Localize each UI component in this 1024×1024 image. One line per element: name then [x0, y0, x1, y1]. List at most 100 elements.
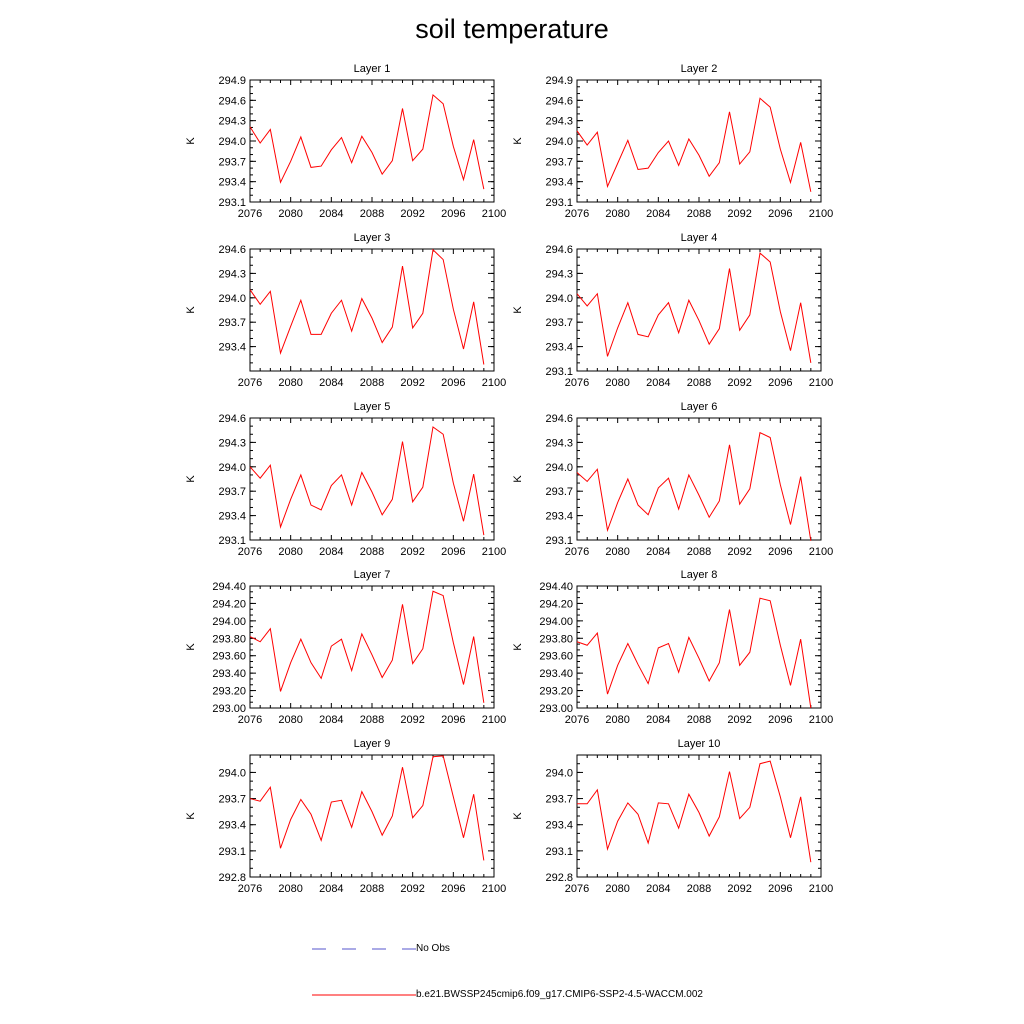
chart-panel-layer-4: Layer 4 K 2076 2080 2084 2088 2092 2096 2100 293.… [512, 232, 833, 389]
y-tick-label: 294.9 [545, 75, 573, 87]
x-tick-label: 2076 [565, 377, 589, 389]
x-tick-label: 2092 [727, 546, 751, 558]
plot-frame [576, 754, 822, 878]
x-tick-label: 2092 [727, 377, 751, 389]
chart-panel-layer-2: Layer 2 K 2076 2080 2084 2088 2092 2096 2100 293.… [512, 63, 833, 220]
x-tick-label: 2092 [400, 714, 424, 726]
x-tick-label: 2096 [441, 883, 465, 895]
y-tick-label: 293.4 [218, 820, 246, 832]
x-tick-label: 2088 [360, 546, 384, 558]
y-tick-label: 293.4 [545, 177, 573, 189]
y-tick-label: 293.4 [545, 511, 573, 523]
x-tick-label: 2080 [278, 208, 302, 220]
x-tick-label: 2092 [400, 377, 424, 389]
y-tick-label: 293.4 [218, 342, 246, 354]
y-tick-label: 293.1 [218, 846, 246, 858]
x-tick-label: 2100 [482, 546, 506, 558]
series-line [249, 590, 485, 703]
x-tick-label: 2096 [441, 377, 465, 389]
y-tick-label: 294.6 [545, 95, 573, 107]
y-tick-label: 294.6 [218, 413, 246, 425]
y-tick-label: 293.60 [212, 651, 246, 663]
x-tick-label: 2080 [605, 208, 629, 220]
x-tick-label: 2080 [278, 377, 302, 389]
x-tick-label: 2088 [360, 377, 384, 389]
y-tick-label: 294.0 [218, 293, 246, 305]
chart-panel-layer-10: Layer 10 K 2076 2080 2084 2088 2092 2096 2100 292… [512, 738, 833, 895]
x-tick-label: 2092 [400, 546, 424, 558]
y-tick-label: 293.1 [545, 846, 573, 858]
x-tick-label: 2096 [768, 546, 792, 558]
x-tick-label: 2076 [565, 208, 589, 220]
chart-panel-layer-7: Layer 7 K 2076 2080 2084 2088 2092 2096 2100 293.… [185, 569, 506, 726]
y-tick-label: 293.4 [218, 511, 246, 523]
x-tick-label: 2088 [360, 208, 384, 220]
chart-panel-layer-1: Layer 1 K 2076 2080 2084 2088 2092 2096 2100 293.… [185, 63, 506, 220]
y-tick-label: 293.4 [218, 177, 246, 189]
series-line [576, 252, 812, 363]
x-tick-label: 2096 [768, 377, 792, 389]
y-axis-label: K [512, 643, 524, 651]
panel-title: Layer 5 [354, 401, 391, 413]
x-tick-label: 2080 [605, 546, 629, 558]
x-tick-label: 2088 [687, 377, 711, 389]
x-tick-label: 2100 [809, 208, 833, 220]
y-axis-label: K [185, 643, 197, 651]
legend-obs-swatch [312, 948, 416, 950]
series-line [576, 597, 812, 709]
x-tick-label: 2096 [768, 714, 792, 726]
x-tick-label: 2076 [238, 546, 262, 558]
x-tick-label: 2084 [646, 377, 670, 389]
y-tick-label: 294.9 [218, 75, 246, 87]
plot-frame [249, 754, 495, 878]
panel-title: Layer 6 [681, 401, 718, 413]
y-tick-label: 294.40 [212, 581, 246, 593]
y-tick-label: 293.1 [545, 197, 573, 209]
plot-frame [249, 585, 495, 709]
y-tick-label: 293.7 [545, 317, 573, 329]
y-tick-label: 293.1 [545, 535, 573, 547]
x-tick-label: 2084 [646, 883, 670, 895]
y-tick-label: 293.00 [539, 703, 573, 715]
x-tick-label: 2092 [727, 208, 751, 220]
y-tick-label: 293.7 [218, 794, 246, 806]
y-tick-label: 294.0 [545, 767, 573, 779]
x-tick-label: 2076 [565, 714, 589, 726]
y-tick-label: 293.40 [539, 668, 573, 680]
y-tick-label: 293.80 [212, 633, 246, 645]
x-tick-label: 2100 [482, 208, 506, 220]
y-tick-label: 293.1 [545, 366, 573, 378]
y-tick-label: 293.1 [218, 535, 246, 547]
x-tick-label: 2100 [482, 377, 506, 389]
x-tick-label: 2088 [360, 714, 384, 726]
y-tick-label: 294.40 [539, 581, 573, 593]
y-tick-label: 294.20 [539, 598, 573, 610]
y-tick-label: 294.0 [218, 767, 246, 779]
plot-frame [576, 79, 822, 203]
x-tick-label: 2084 [319, 208, 343, 220]
x-tick-label: 2076 [565, 546, 589, 558]
x-tick-label: 2084 [319, 546, 343, 558]
chart-panel-layer-8: Layer 8 K 2076 2080 2084 2088 2092 2096 2100 293.… [512, 569, 833, 726]
y-tick-label: 293.20 [212, 686, 246, 698]
y-tick-label: 293.7 [545, 156, 573, 168]
chart-panel-layer-3: Layer 3 K 2076 2080 2084 2088 2092 2096 2100 293.… [185, 232, 506, 389]
y-axis-label: K [185, 137, 197, 145]
x-tick-label: 2100 [482, 714, 506, 726]
y-tick-label: 294.3 [545, 437, 573, 449]
x-tick-label: 2100 [482, 883, 506, 895]
x-tick-label: 2092 [400, 883, 424, 895]
y-tick-label: 294.0 [545, 293, 573, 305]
x-tick-label: 2076 [238, 714, 262, 726]
x-tick-label: 2084 [646, 208, 670, 220]
x-tick-label: 2092 [727, 714, 751, 726]
page-title: soil temperature [415, 14, 609, 44]
y-tick-label: 294.00 [539, 616, 573, 628]
panel-title: Layer 10 [678, 738, 721, 750]
y-tick-label: 293.7 [218, 317, 246, 329]
y-tick-label: 294.00 [212, 616, 246, 628]
y-tick-label: 293.7 [545, 486, 573, 498]
x-tick-label: 2088 [687, 883, 711, 895]
x-tick-label: 2076 [565, 883, 589, 895]
